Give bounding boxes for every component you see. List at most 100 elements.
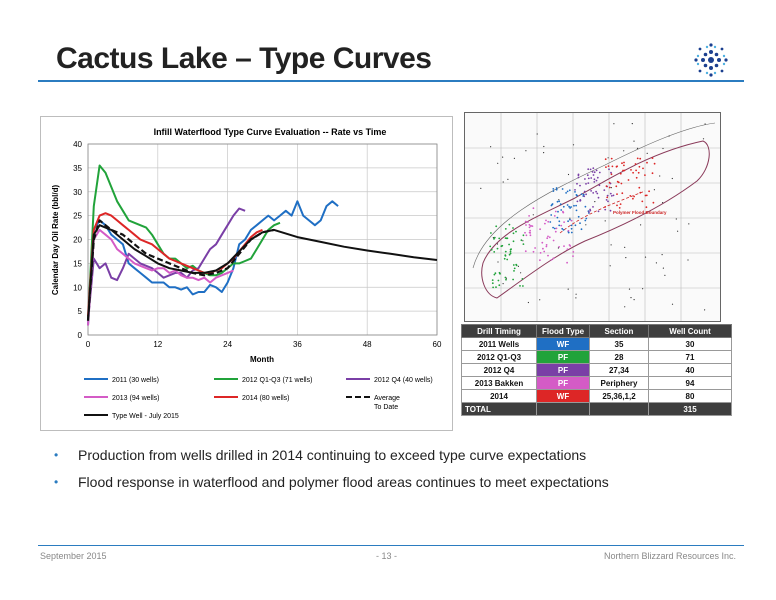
well-dot bbox=[575, 209, 578, 212]
well-dot bbox=[604, 220, 606, 222]
x-tick-label: 24 bbox=[223, 340, 232, 349]
well-dot bbox=[627, 179, 630, 181]
legend-label: Average bbox=[374, 395, 400, 402]
well-dot bbox=[618, 207, 621, 209]
well-dot bbox=[593, 178, 596, 181]
well-dot bbox=[587, 182, 590, 184]
legend-label: Type Well - July 2015 bbox=[112, 413, 179, 420]
well-dot bbox=[623, 150, 625, 152]
legend-label: To Date bbox=[374, 404, 398, 411]
well-dot bbox=[615, 185, 618, 188]
well-dot bbox=[509, 252, 512, 255]
well-dot bbox=[492, 286, 494, 289]
well-dot bbox=[577, 173, 580, 176]
x-tick-label: 12 bbox=[153, 340, 162, 349]
well-dot bbox=[594, 201, 596, 203]
well-dot bbox=[664, 274, 666, 276]
well-dot bbox=[521, 278, 524, 280]
well-dot bbox=[639, 157, 642, 160]
well-dot bbox=[522, 243, 525, 246]
well-dot bbox=[593, 171, 596, 174]
bullet-item: • Production from wells drilled in 2014 … bbox=[54, 446, 609, 464]
x-tick-label: 36 bbox=[293, 340, 302, 349]
well-dot bbox=[492, 237, 494, 239]
series-line bbox=[87, 224, 438, 321]
well-dot bbox=[623, 164, 625, 167]
col-well-count: Well Count bbox=[648, 324, 732, 338]
well-dot bbox=[580, 228, 583, 231]
well-dot bbox=[570, 219, 573, 222]
series-line bbox=[87, 200, 339, 326]
well-dot bbox=[569, 207, 571, 209]
well-dot bbox=[504, 228, 507, 230]
well-dot bbox=[525, 234, 528, 237]
well-dot bbox=[528, 226, 531, 229]
well-dot bbox=[512, 240, 515, 243]
well-dot bbox=[505, 278, 507, 281]
well-dot bbox=[561, 188, 564, 190]
well-dot bbox=[642, 288, 644, 290]
well-dot bbox=[616, 165, 618, 168]
well-dot bbox=[498, 284, 501, 287]
well-dot bbox=[606, 194, 609, 197]
well-dot bbox=[636, 157, 639, 160]
well-dot bbox=[566, 204, 569, 206]
legend-label: 2012 Q1-Q3 (71 wells) bbox=[242, 377, 312, 384]
col-flood-type: Flood Type bbox=[536, 324, 590, 338]
well-dot bbox=[653, 162, 656, 165]
well-dot bbox=[552, 239, 555, 242]
well-dot bbox=[555, 188, 558, 191]
well-dot bbox=[546, 237, 549, 240]
well-dot bbox=[624, 246, 626, 248]
well-dot bbox=[517, 265, 519, 267]
well-dot bbox=[504, 254, 507, 257]
well-dot bbox=[512, 264, 515, 266]
well-dot bbox=[567, 229, 570, 232]
well-dot bbox=[512, 278, 514, 281]
well-dot bbox=[619, 203, 622, 205]
series-line bbox=[87, 164, 281, 321]
y-tick-label: 5 bbox=[78, 307, 83, 316]
well-dot bbox=[500, 245, 503, 248]
well-dot bbox=[704, 123, 706, 125]
well-dot bbox=[585, 193, 587, 196]
well-dot bbox=[567, 288, 569, 290]
well-dot bbox=[498, 271, 501, 274]
well-dot bbox=[556, 200, 559, 203]
well-dot bbox=[671, 303, 674, 305]
well-dot bbox=[688, 223, 690, 225]
legend-label: 2014 (80 wells) bbox=[242, 395, 289, 402]
well-dot bbox=[648, 190, 650, 193]
well-dot bbox=[549, 221, 552, 223]
well-dot bbox=[529, 225, 532, 227]
well-dot bbox=[550, 259, 553, 261]
well-dot bbox=[605, 185, 608, 188]
well-dot bbox=[507, 178, 509, 180]
well-dot bbox=[651, 172, 654, 175]
x-tick-label: 0 bbox=[86, 340, 91, 349]
x-tick-label: 60 bbox=[433, 340, 442, 349]
well-dot bbox=[623, 169, 626, 172]
well-dot bbox=[545, 219, 547, 222]
well-dot bbox=[645, 194, 648, 197]
table-row: 2011 Wells WF 35 30 bbox=[461, 337, 732, 351]
well-dot bbox=[552, 190, 555, 192]
well-dot bbox=[513, 157, 515, 159]
well-dot bbox=[508, 253, 511, 256]
well-dot bbox=[532, 250, 535, 253]
footer-rule bbox=[38, 545, 744, 546]
well-dot bbox=[652, 201, 655, 204]
well-dot bbox=[567, 220, 569, 223]
well-dot bbox=[585, 217, 588, 220]
footer-page-number: - 13 - bbox=[376, 551, 398, 561]
well-dot bbox=[528, 223, 531, 226]
well-dot bbox=[558, 224, 561, 227]
well-dot bbox=[609, 209, 612, 212]
well-dot bbox=[524, 250, 527, 253]
well-dot bbox=[610, 187, 612, 189]
well-dot bbox=[636, 147, 639, 149]
well-dot bbox=[561, 227, 564, 230]
well-dot bbox=[610, 195, 613, 197]
col-drill-timing: Drill Timing bbox=[461, 324, 537, 338]
well-dot bbox=[559, 203, 562, 206]
